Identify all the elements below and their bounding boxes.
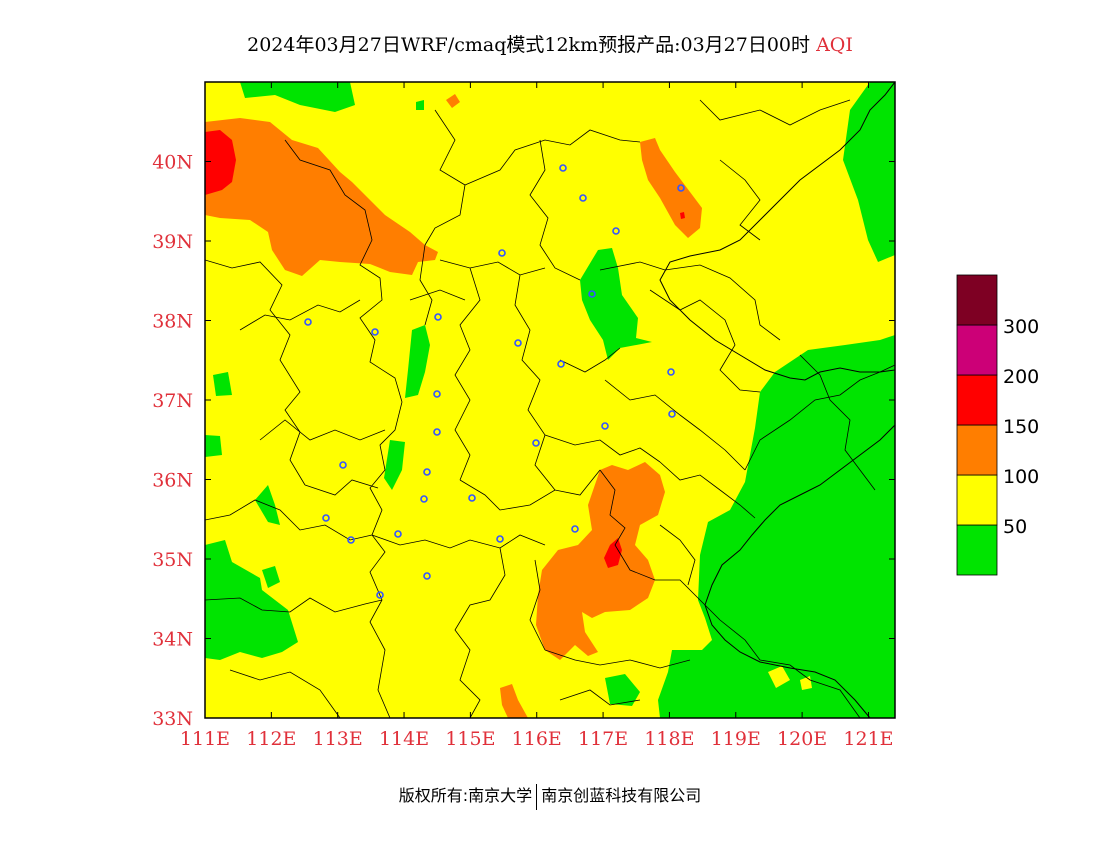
city-marker [423, 572, 431, 580]
y-tick-label: 33N [152, 708, 193, 730]
x-tick-label: 117E [578, 728, 628, 750]
copyright-owner: 版权所有:南京大学 [398, 786, 533, 805]
city-marker [423, 468, 431, 476]
coastline-bohai [659, 82, 895, 381]
green-region-west-a [205, 540, 298, 660]
green-region-south [605, 674, 640, 706]
green-region-sea [658, 335, 895, 718]
yellow-island-a [768, 666, 790, 688]
city-marker [433, 390, 441, 398]
red-region-northeast-speck [680, 212, 685, 219]
city-marker [496, 535, 504, 543]
legend-swatch [956, 324, 998, 376]
green-region-north [240, 82, 355, 112]
city-marker [339, 461, 347, 469]
x-tick-label: 115E [445, 728, 495, 750]
legend-label: 150 [1003, 416, 1039, 438]
y-tick-label: 35N [152, 549, 193, 571]
aqi-good-regions [205, 82, 895, 718]
city-marker [612, 227, 620, 235]
city-marker [667, 368, 675, 376]
legend-label: 300 [1003, 316, 1039, 338]
aqi-field [205, 82, 895, 718]
city-marker [468, 494, 476, 502]
coastline-yellow-sea [704, 424, 895, 718]
city-marker [588, 290, 596, 298]
city-marker [668, 410, 676, 418]
city-marker [571, 525, 579, 533]
x-tick-label: 114E [379, 728, 429, 750]
city-marker [371, 328, 379, 336]
copyright-company: 南京创蓝科技有限公司 [541, 786, 702, 805]
city-marker [322, 514, 330, 522]
legend-label: 100 [1003, 466, 1039, 488]
y-axis: 33N 34N 35N 36N 37N 38N 39N 40N [152, 152, 895, 730]
city-marker [532, 439, 540, 447]
title-product: AQI [816, 34, 853, 56]
map-title: 2024年03月27日WRF/cmaq模式12km预报产品:03月27日00时 … [0, 30, 1100, 57]
y-tick-label: 37N [152, 390, 193, 412]
green-region-west-e [205, 435, 222, 457]
orange-region-northeast [640, 138, 702, 238]
city-marker [498, 249, 506, 257]
legend-swatch [956, 524, 998, 576]
city-marker [601, 422, 609, 430]
aqi-unhealthy-regions [205, 130, 685, 568]
city-marker [559, 164, 567, 172]
city-marker [434, 313, 442, 321]
city-marker [376, 591, 384, 599]
city-marker [420, 495, 428, 503]
y-tick-label: 40N [152, 152, 193, 174]
city-marker [514, 339, 522, 347]
red-region-northwest [205, 130, 236, 195]
legend-swatch [956, 274, 998, 326]
legend-label: 200 [1003, 366, 1039, 388]
x-tick-label: 116E [512, 728, 562, 750]
title-main: 2024年03月27日WRF/cmaq模式12km预报产品:03月27日00时 [247, 34, 811, 56]
legend-swatch [956, 424, 998, 476]
city-marker [557, 360, 565, 368]
orange-region-south [536, 462, 665, 660]
x-tick-label: 112E [246, 728, 296, 750]
county-boundaries [205, 99, 895, 718]
green-region-east-coast [843, 82, 895, 262]
legend-swatch [956, 374, 998, 426]
green-region-small-north [416, 100, 424, 110]
x-axis: 111E 112E 113E 114E 115E 116E 117E 118E 119E 120E… [180, 82, 894, 750]
y-tick-label: 34N [152, 629, 193, 651]
green-region-east-coast-b [880, 160, 895, 212]
green-region-shanxi-a [405, 325, 430, 398]
y-tick-label: 36N [152, 470, 193, 492]
orange-region-northwest [205, 118, 438, 276]
x-tick-label: 111E [180, 728, 230, 750]
green-region-shanxi-b [384, 440, 405, 490]
red-region-south [604, 538, 622, 568]
city-marker [347, 536, 355, 544]
orange-region-south-tip [500, 684, 528, 718]
footer-separator [536, 783, 538, 810]
city-marker [579, 194, 587, 202]
x-tick-label: 118E [644, 728, 694, 750]
x-tick-label: 113E [313, 728, 363, 750]
x-tick-label: 119E [711, 728, 761, 750]
green-region-west-b [262, 566, 280, 588]
legend-swatch [956, 474, 998, 526]
city-marker [677, 184, 685, 192]
x-tick-label: 121E [843, 728, 893, 750]
city-marker [304, 318, 312, 326]
y-tick-label: 39N [152, 231, 193, 253]
x-tick-label: 120E [777, 728, 827, 750]
aqi-legend: 50 100 150 200 300 [956, 274, 1039, 576]
y-tick-label: 38N [152, 311, 193, 333]
city-marker [394, 530, 402, 538]
green-region-hebei [580, 248, 652, 360]
city-marker [433, 428, 441, 436]
legend-label: 50 [1003, 516, 1027, 538]
city-markers [304, 164, 685, 599]
green-region-west-d [213, 372, 232, 396]
copyright-footer: 版权所有:南京大学 南京创蓝科技有限公司 [0, 782, 1100, 810]
aqi-sensitive-regions [205, 94, 702, 718]
orange-region-small-north [446, 94, 460, 108]
